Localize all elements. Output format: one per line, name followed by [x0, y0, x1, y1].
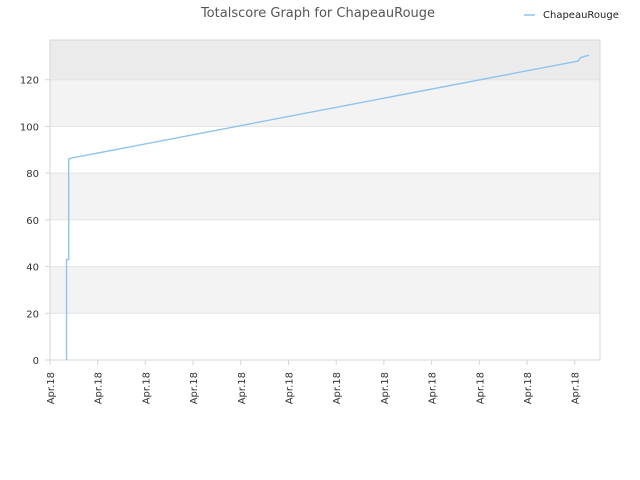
x-tick-label: Apr.18 [141, 372, 152, 404]
chart-title: Totalscore Graph for ChapeauRouge [200, 6, 435, 21]
plot-band [50, 173, 600, 220]
series-layer [65, 54, 590, 360]
x-tick-label: Apr.18 [94, 372, 105, 404]
plot-band [50, 219, 600, 267]
y-tick-label: 40 [26, 263, 39, 274]
x-tick-label: Apr.18 [46, 372, 57, 404]
x-axis: Apr.18 Apr.18 Apr.18 Apr.18 Apr.18 Apr.18 Apr.… [46, 360, 582, 404]
x-tick-label: Apr.18 [189, 372, 200, 404]
x-tick-label: Apr.18 [571, 372, 582, 404]
plot-bands [50, 40, 600, 360]
gridlines [50, 79, 600, 314]
x-tick-label: Apr.18 [380, 372, 391, 404]
plot-area [49, 39, 601, 361]
plot-band [50, 126, 600, 174]
x-tick-label: Apr.18 [237, 372, 248, 404]
plot-band [50, 313, 600, 360]
x-tick-label: Apr.18 [285, 372, 296, 404]
series-line [65, 54, 590, 360]
x-tick-label: Apr.18 [428, 372, 439, 404]
x-tick-label: Apr.18 [332, 372, 343, 404]
y-tick-label: 120 [20, 76, 39, 87]
x-tick-label: Apr.18 [523, 372, 534, 404]
y-axis: 0 20 40 60 80 100 120 [20, 76, 50, 367]
legend-label: ChapeauRouge [543, 10, 619, 21]
y-tick-label: 80 [26, 169, 39, 180]
y-tick-label: 60 [26, 216, 39, 227]
y-tick-label: 20 [26, 309, 39, 320]
plot-band [50, 266, 600, 314]
plot-band [50, 79, 600, 127]
plot-band [50, 40, 600, 80]
y-tick-label: 100 [20, 122, 39, 133]
legend: ChapeauRouge [524, 10, 619, 21]
x-tick-label: Apr.18 [475, 372, 486, 404]
y-tick-label: 0 [33, 356, 39, 367]
